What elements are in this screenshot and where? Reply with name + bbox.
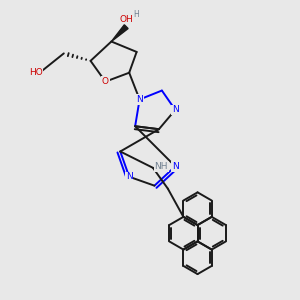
Polygon shape [111,25,128,41]
Text: N: N [136,95,143,104]
Text: O: O [102,77,109,86]
Text: NH: NH [154,162,168,171]
Text: H: H [133,10,139,19]
Text: HO: HO [29,68,42,77]
Text: N: N [126,172,133,181]
Text: N: N [172,105,178,114]
Text: N: N [172,162,178,171]
Text: OH: OH [119,15,133,24]
